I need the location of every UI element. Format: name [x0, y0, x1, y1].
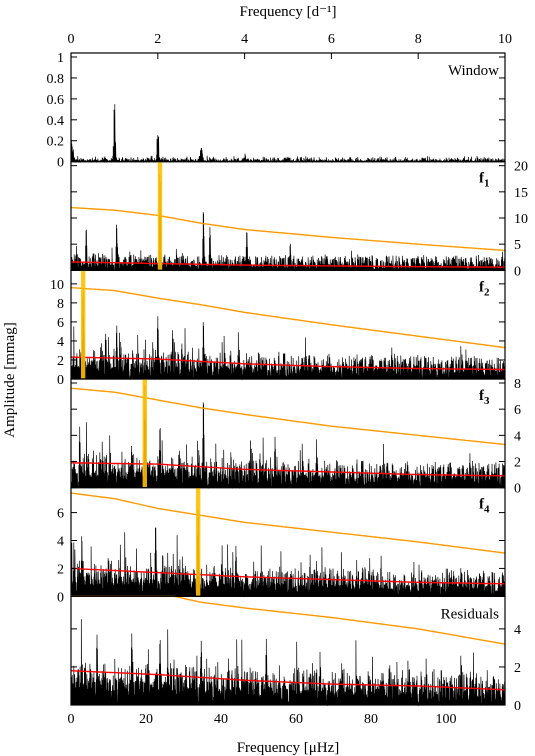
y-tick-label: 4: [514, 623, 521, 638]
noise-level-line: [70, 356, 505, 371]
y-tick-label: 10: [514, 212, 528, 227]
significance-threshold-line: [70, 206, 506, 252]
significance-threshold-line: [70, 387, 506, 446]
spectrum-line: [70, 384, 506, 489]
bottom-axis-ticks: 0 20 40 60 80 100: [68, 699, 456, 727]
panel-label: f4: [479, 497, 490, 516]
y-tick-label: 2: [514, 456, 521, 471]
noise-level-line: [70, 567, 506, 585]
y-tick-label: 15: [514, 186, 528, 201]
spectrum-line: [70, 619, 506, 707]
bottom-tick-label: 20: [139, 712, 153, 727]
spectrum-line: [70, 509, 506, 598]
y-tick-label: 8: [57, 297, 64, 312]
y-tick-label: 1: [57, 51, 64, 66]
spectrum-line: [70, 104, 506, 164]
panel-label: f2: [479, 279, 490, 298]
y-tick-label: 2: [514, 661, 521, 676]
prewhitened-peak-marker: [80, 270, 86, 379]
y-tick-label: 8: [514, 377, 521, 392]
prewhitened-peak-marker: [157, 161, 163, 271]
top-tick-label: 6: [328, 32, 335, 47]
panel-frame: [70, 161, 506, 271]
y-tick-label: 4: [57, 535, 64, 550]
panel-frame: [70, 269, 506, 380]
prewhitened-peak-marker: [195, 487, 201, 597]
y-tick-label: 2: [57, 354, 64, 369]
y-tick-label: 4: [57, 335, 64, 350]
panel-frame: [70, 52, 506, 163]
top-tick-label: 0: [68, 32, 75, 47]
panel-5: 0 2 4 6 f4: [57, 487, 506, 605]
panel-1: 0 0.2 0.4 0.6 0.8 1 Window: [47, 51, 506, 171]
noise-level-line: [70, 670, 506, 691]
y-tick-label: 6: [514, 403, 521, 418]
panel-6: 0 2 4 Residuals: [70, 595, 521, 714]
y-tick-label: 0: [57, 373, 64, 388]
y-tick-label: 0.6: [47, 93, 65, 108]
panel-label: f1: [479, 171, 490, 190]
y-tick-label: 0.8: [47, 72, 65, 87]
bottom-tick-label: 0: [68, 712, 75, 727]
bottom-tick-label: 100: [435, 712, 456, 727]
top-tick-label: 4: [241, 32, 248, 47]
top-tick-label: 8: [415, 32, 422, 47]
y-tick-label: 6: [57, 316, 64, 331]
bottom-tick-label: 80: [364, 712, 378, 727]
panel-2: 0 5 10 15 20 f1: [70, 160, 528, 279]
y-tick-label: 0: [514, 482, 521, 497]
y-tick-label: 2: [57, 562, 64, 577]
y-tick-label: 0.2: [47, 135, 65, 150]
spectrum-line: [70, 290, 506, 381]
top-tick-label: 10: [498, 32, 512, 47]
bottom-axis-label: Frequency [μHz]: [237, 740, 340, 756]
bottom-tick-label: 60: [289, 712, 303, 727]
panel-label: Window: [448, 63, 499, 79]
y-tick-label: 10: [50, 278, 64, 293]
y-tick-label: 5: [514, 238, 521, 253]
y-tick-label: 0.4: [47, 114, 65, 129]
top-axis-label: Frequency [d⁻¹]: [240, 4, 337, 20]
noise-level-line: [71, 261, 505, 268]
panel-frame: [70, 595, 506, 706]
panel-label: Residuals: [441, 606, 499, 622]
y-tick-label: 4: [514, 429, 521, 444]
y-tick-label: 0: [514, 264, 521, 279]
top-tick-label: 2: [154, 32, 161, 47]
prewhitened-peak-marker: [142, 379, 147, 488]
y-tick-label: 0: [57, 590, 64, 605]
y-tick-label: 6: [57, 507, 64, 522]
y-axis-label: Amplitude [mmag]: [2, 322, 18, 437]
significance-threshold-line: [70, 492, 506, 554]
bottom-tick-label: 40: [214, 712, 228, 727]
y-tick-label: 20: [514, 160, 528, 175]
panel-3: 0 2 4 6 8 10 f2: [50, 269, 506, 388]
y-tick-label: 0: [57, 156, 64, 171]
significance-threshold-line: [70, 287, 506, 349]
top-axis-ticks: 0 2 4 6 8 10: [68, 32, 512, 59]
spectrum-line: [70, 174, 506, 272]
panel-label: f3: [479, 388, 490, 407]
panel-4: 0 2 4 6 8 f3: [70, 377, 521, 497]
y-tick-label: 0: [514, 699, 521, 714]
